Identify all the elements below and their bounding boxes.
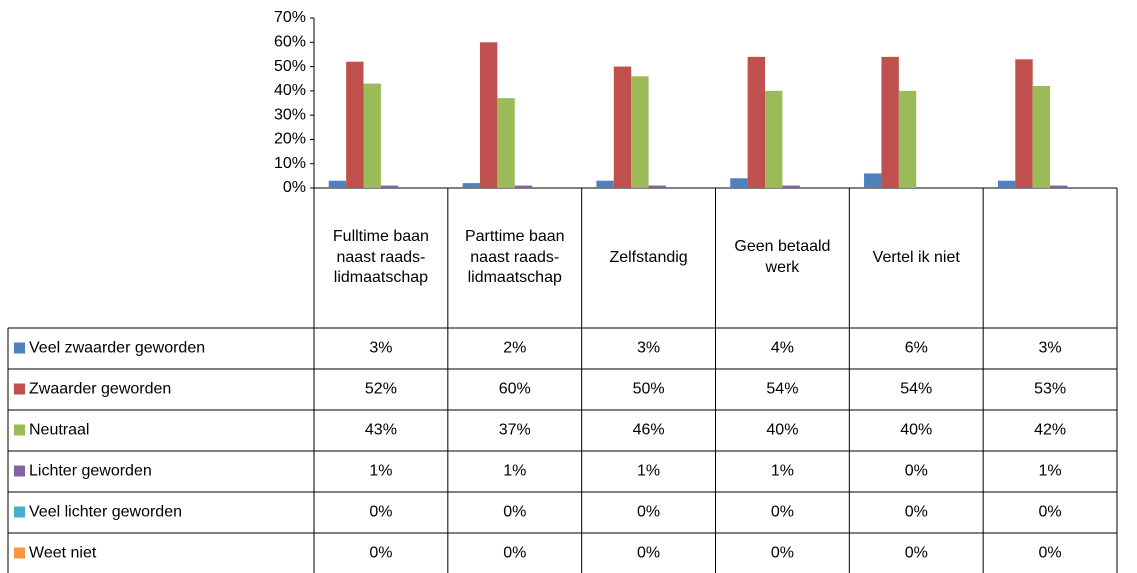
data-label: 1% (503, 463, 526, 480)
category-cell: Parttime baan naast raads-lidmaatschap (464, 227, 565, 287)
bar (747, 56, 766, 188)
data-label: 0% (637, 504, 660, 521)
bar (1050, 185, 1068, 188)
data-label: 40% (900, 422, 932, 439)
data-label: 0% (905, 463, 928, 480)
y-tick-label: 70% (274, 9, 306, 26)
data-label: 0% (771, 545, 794, 562)
category-cell: Fulltime baan naast raads-lidmaatschap (332, 227, 429, 287)
legend-key (14, 383, 25, 395)
data-label: 2% (503, 340, 526, 357)
data-label: 52% (365, 381, 397, 398)
data-label: 1% (637, 463, 660, 480)
bar (497, 98, 515, 188)
y-tick-label: 20% (274, 131, 306, 148)
data-label: 42% (1034, 422, 1066, 439)
bar (479, 42, 498, 189)
y-tick-label: 30% (274, 106, 306, 123)
data-label: 1% (369, 463, 392, 480)
x-tick-label: Geen betaald werk (734, 238, 831, 276)
bar (864, 173, 882, 188)
data-label: 3% (1039, 340, 1062, 357)
data-label: 60% (499, 381, 531, 398)
legend-label: Lichter geworden (29, 463, 152, 480)
data-label: 53% (1034, 381, 1066, 398)
data-label: 54% (766, 381, 798, 398)
data-label: 40% (766, 422, 798, 439)
category-cell: Geen betaald werk (734, 238, 831, 276)
bar (363, 83, 381, 188)
x-tick-label: Vertel ik niet (872, 248, 960, 266)
data-label: 43% (365, 422, 397, 439)
bar (346, 61, 364, 188)
data-label: 37% (499, 422, 531, 439)
data-label: 0% (905, 504, 928, 521)
bar (997, 180, 1016, 188)
legend-label: Veel zwaarder geworden (29, 340, 205, 357)
bar (765, 90, 783, 188)
legend-label: Neutraal (29, 422, 89, 439)
data-label: 3% (637, 340, 660, 357)
data-label: 0% (369, 504, 392, 521)
bar (631, 76, 649, 188)
bar (1015, 59, 1033, 189)
data-label: 6% (905, 340, 928, 357)
data-label: 46% (633, 422, 665, 439)
bar (514, 185, 533, 188)
data-label: 50% (633, 381, 665, 398)
bar (596, 180, 614, 188)
legend-label: Weet niet (29, 545, 97, 562)
x-tick-label: Zelfstandig (609, 248, 688, 266)
data-label: 0% (1039, 545, 1062, 562)
data-label: 54% (900, 381, 932, 398)
data-label: 0% (369, 545, 392, 562)
data-label: 0% (1039, 504, 1062, 521)
y-tick-label: 40% (274, 82, 306, 99)
bar (1032, 86, 1051, 188)
bar (328, 180, 347, 188)
data-label: 0% (637, 545, 660, 562)
category-cell: Zelfstandig (609, 248, 688, 266)
data-label: 3% (369, 340, 392, 357)
bar (782, 185, 800, 188)
category-cell: Vertel ik niet (872, 248, 960, 266)
data-label: 1% (1039, 463, 1062, 480)
legend-key (14, 342, 25, 354)
data-label: 4% (771, 340, 794, 357)
bar (462, 183, 480, 188)
bar (898, 90, 917, 188)
bar (730, 178, 748, 188)
legend-key (14, 465, 25, 477)
x-tick-label: Fulltime baan naast raads-lidmaatschap (332, 227, 429, 287)
legend-label: Zwaarder geworden (29, 381, 171, 398)
y-tick-label: 50% (274, 58, 306, 75)
y-tick-label: 0% (283, 179, 306, 196)
bar (380, 185, 399, 188)
data-label: 1% (771, 463, 794, 480)
legend-label: Veel lichter geworden (29, 504, 182, 521)
bar (648, 185, 666, 188)
data-label: 0% (503, 545, 526, 562)
bar (613, 66, 632, 188)
legend-key (14, 547, 25, 559)
bar (881, 56, 899, 188)
data-label: 0% (503, 504, 526, 521)
legend-key (14, 506, 25, 518)
data-label: 0% (771, 504, 794, 521)
y-tick-label: 60% (274, 34, 306, 51)
legend-key (14, 424, 25, 436)
data-label: 0% (905, 545, 928, 562)
x-tick-label: Parttime baan naast raads-lidmaatschap (464, 227, 565, 287)
y-tick-label: 10% (274, 155, 306, 172)
